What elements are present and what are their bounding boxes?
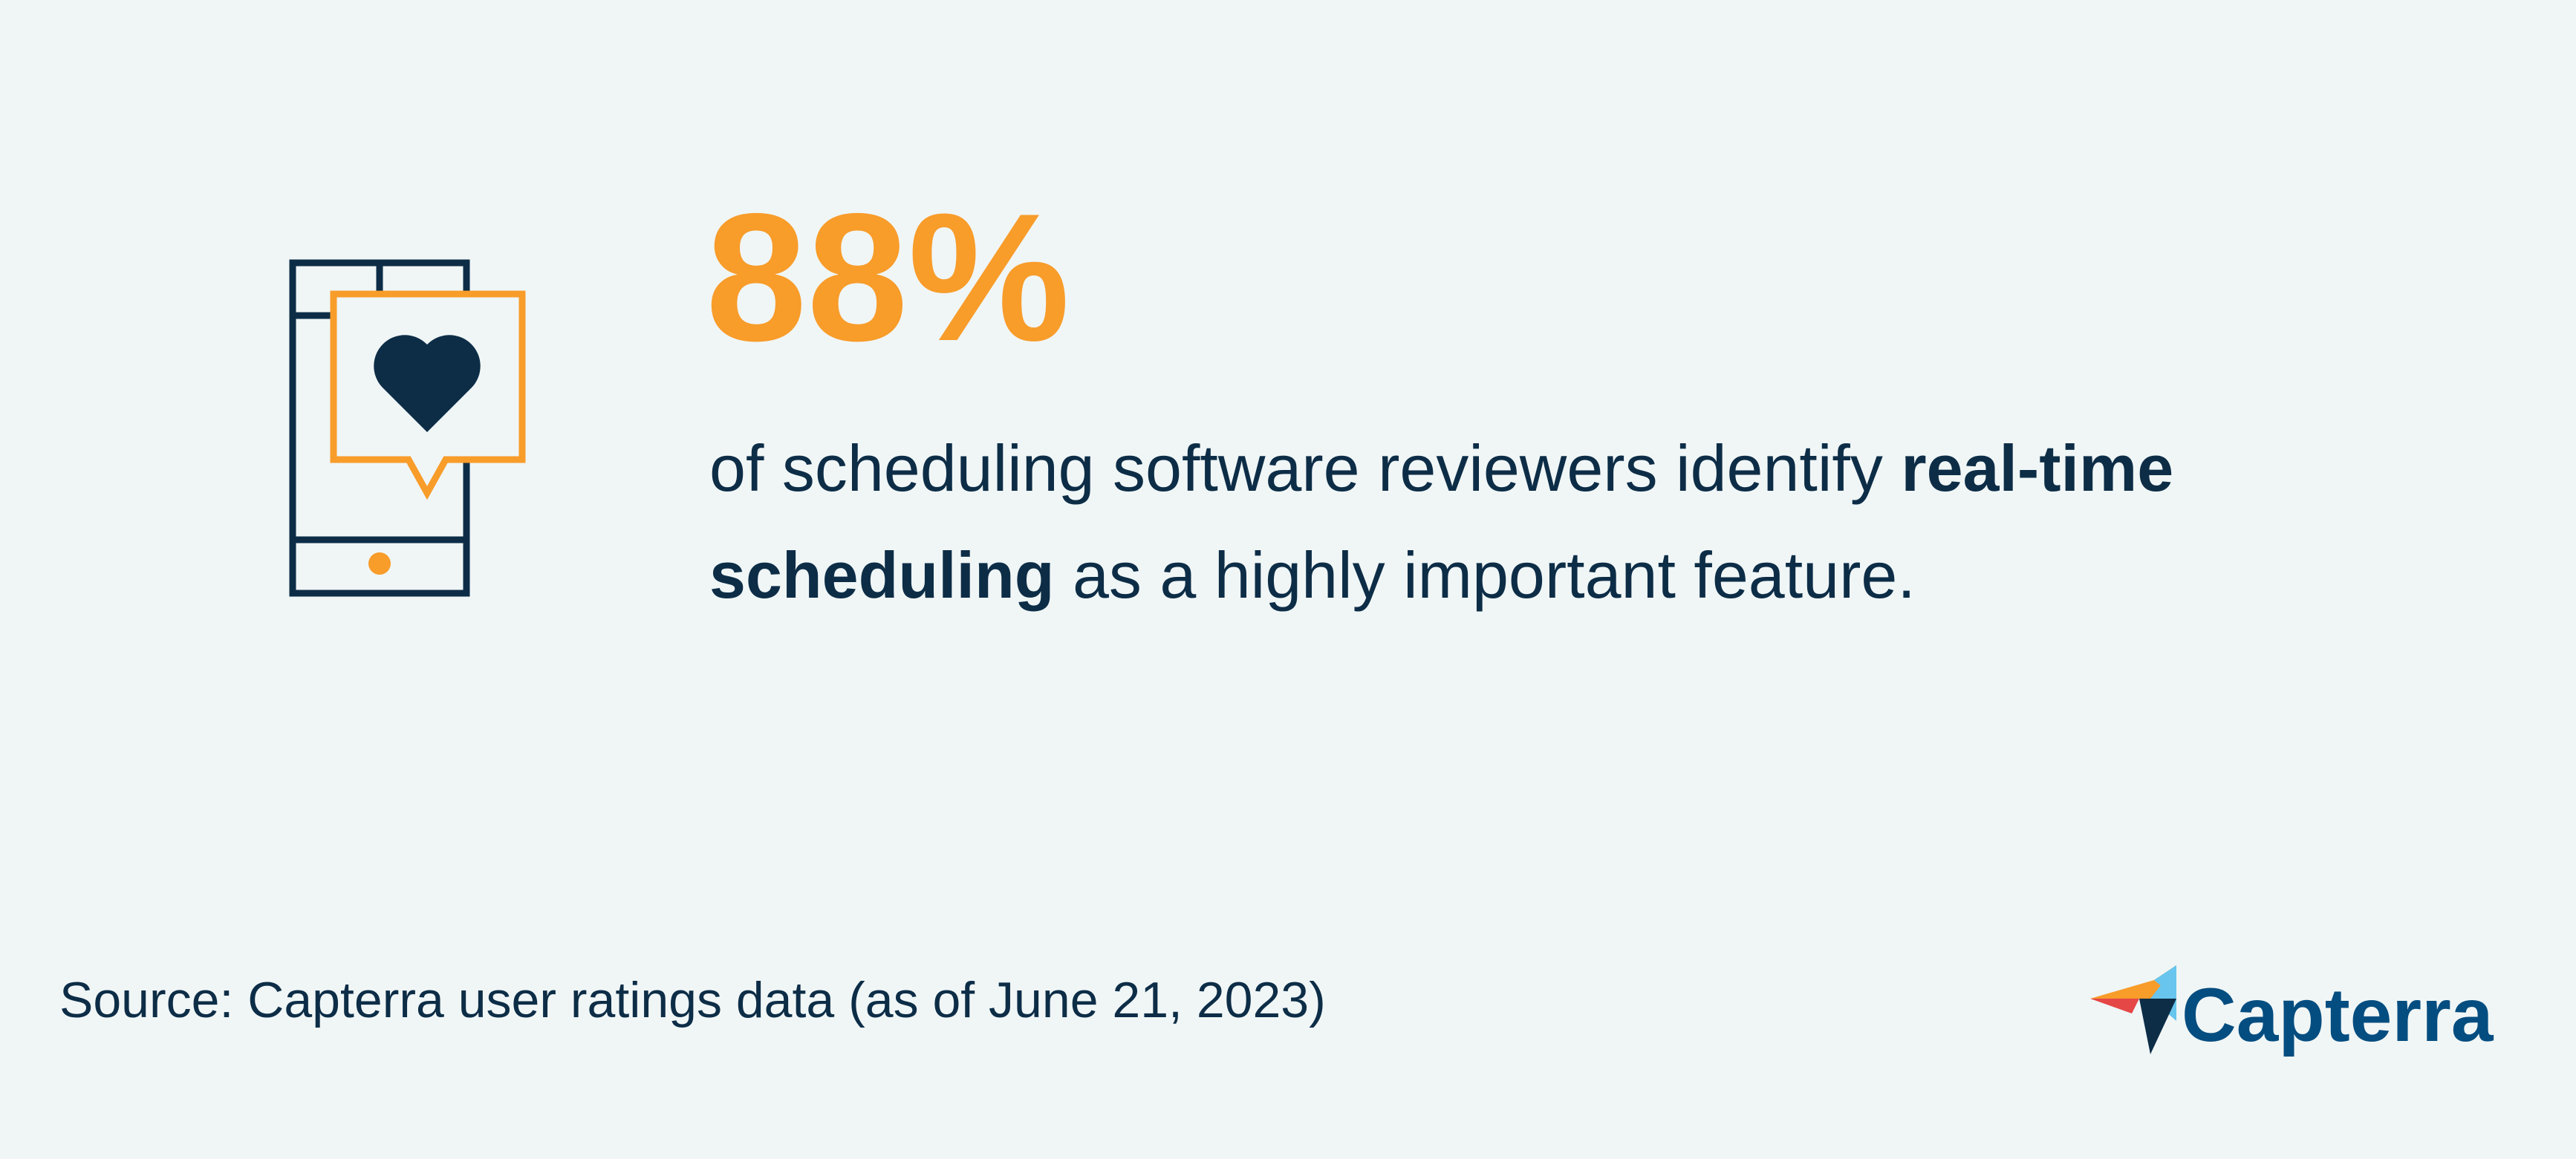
logo-mark [2090, 965, 2176, 1054]
description: of scheduling software reviewers identif… [709, 415, 2418, 629]
stat: 88% [706, 175, 1070, 379]
description-text: of scheduling software reviewers identif… [709, 431, 1902, 505]
description-text: as a highly important feature. [1054, 538, 1916, 612]
source: Source: Capterra user ratings data (as o… [59, 972, 1326, 1028]
description-bold: real-time scheduling [709, 431, 2174, 612]
heart [374, 335, 481, 432]
logo-text: Capterra [2182, 973, 2494, 1057]
phone-dot [368, 552, 391, 575]
